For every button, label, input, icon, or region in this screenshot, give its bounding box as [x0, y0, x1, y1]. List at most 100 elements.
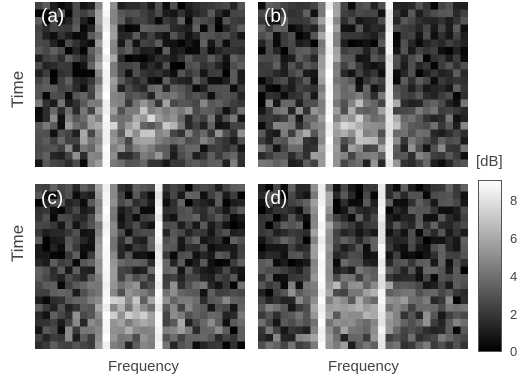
heatmap-cell: [333, 341, 341, 349]
panel-label-b: (b): [264, 6, 288, 27]
heatmap-cell: [348, 122, 356, 130]
heatmap-cell: [57, 221, 66, 230]
heatmap-cell: [207, 32, 216, 40]
heatmap-cell: [200, 334, 208, 342]
heatmap-cell: [415, 69, 424, 78]
heatmap-cell: [408, 326, 416, 335]
heatmap-cell: [370, 244, 379, 252]
heatmap-cell: [155, 107, 163, 115]
heatmap-cell: [333, 92, 341, 100]
heatmap-cell: [215, 77, 223, 85]
heatmap-cell: [192, 77, 201, 85]
heatmap-cell: [125, 122, 133, 130]
heatmap-cell: [393, 229, 401, 237]
heatmap-cell: [177, 334, 186, 342]
heatmap-cell: [295, 296, 304, 305]
heatmap-cell: [110, 144, 118, 153]
heatmap-cell: [155, 311, 163, 320]
heatmap-cell: [460, 62, 468, 70]
heatmap-cell: [125, 334, 133, 342]
heatmap-cell: [230, 69, 238, 78]
heatmap-cell: [273, 229, 281, 237]
heatmap-cell: [95, 17, 103, 25]
heatmap-cell: [132, 274, 141, 282]
heatmap-cell: [318, 39, 326, 48]
heatmap-cell: [230, 84, 238, 93]
heatmap-cell: [393, 304, 401, 312]
heatmap-cell: [162, 206, 171, 215]
heatmap-cell: [370, 221, 379, 230]
heatmap-cell: [177, 32, 186, 40]
heatmap-cell: [192, 319, 201, 327]
heatmap-cell: [408, 144, 416, 153]
heatmap-cell: [280, 229, 289, 237]
heatmap-cell: [192, 289, 201, 297]
heatmap-cell: [273, 92, 281, 100]
heatmap-cell: [438, 304, 446, 312]
heatmap-cell: [258, 9, 266, 18]
heatmap-cell: [415, 129, 424, 138]
heatmap-cell: [207, 99, 216, 108]
heatmap-cell: [340, 144, 349, 153]
heatmap-cell: [400, 77, 409, 85]
heatmap-cell: [200, 77, 208, 85]
heatmap-cell: [42, 334, 51, 342]
heatmap-cell: [318, 62, 326, 70]
heatmap-cell: [445, 114, 454, 123]
heatmap-cell: [288, 206, 296, 215]
heatmap-cell: [310, 274, 319, 282]
heatmap-cell: [140, 319, 148, 327]
heatmap-cell: [340, 129, 349, 138]
heatmap-cell: [155, 259, 163, 267]
heatmap-cell: [280, 304, 289, 312]
heatmap-cell: [35, 206, 43, 215]
heatmap-cell: [340, 326, 349, 335]
heatmap-cell: [80, 221, 88, 230]
heatmap-cell: [303, 191, 311, 200]
heatmap-cell: [340, 289, 349, 297]
heatmap-cell: [258, 24, 266, 33]
heatmap-cell: [385, 69, 394, 78]
heatmap-cell: [140, 69, 148, 78]
heatmap-cell: [110, 47, 118, 55]
heatmap-cell: [385, 214, 394, 222]
heatmap-cell: [95, 54, 103, 63]
heatmap-cell: [170, 17, 178, 25]
heatmap-cell: [95, 251, 103, 260]
heatmap-cell: [295, 99, 304, 108]
heatmap-cell: [363, 152, 371, 160]
heatmap-cell: [95, 311, 103, 320]
heatmap-cell: [258, 32, 266, 40]
heatmap-cell: [355, 39, 364, 48]
heatmap-cell: [215, 266, 223, 275]
heatmap-cell: [348, 289, 356, 297]
heatmap-cell: [318, 99, 326, 108]
heatmap-cell: [453, 129, 461, 138]
heatmap-cell: [453, 9, 461, 18]
heatmap-cell: [237, 289, 245, 297]
heatmap-cell: [408, 47, 416, 55]
heatmap-cell: [318, 311, 326, 320]
heatmap-cell: [340, 311, 349, 320]
heatmap-cell: [438, 114, 446, 123]
heatmap-cell: [155, 334, 163, 342]
heatmap-cell: [65, 62, 73, 70]
heatmap-cell: [72, 107, 81, 115]
heatmap-cell: [80, 229, 88, 237]
heatmap-cell: [370, 9, 379, 18]
heatmap-cell: [35, 259, 43, 267]
heatmap-cell: [273, 62, 281, 70]
heatmap-cell: [288, 221, 296, 230]
heatmap-cell: [87, 2, 96, 10]
heatmap-cell: [65, 184, 73, 192]
heatmap-cell: [370, 266, 379, 275]
heatmap-cell: [80, 114, 88, 123]
heatmap-cell: [185, 214, 193, 222]
heatmap-cell: [348, 304, 356, 312]
heatmap-cell: [42, 311, 51, 320]
heatmap-cell: [430, 129, 439, 138]
heatmap-cell: [265, 24, 274, 33]
heatmap-cell: [460, 184, 468, 192]
heatmap-cell: [57, 69, 66, 78]
heatmap-cell: [102, 304, 111, 312]
